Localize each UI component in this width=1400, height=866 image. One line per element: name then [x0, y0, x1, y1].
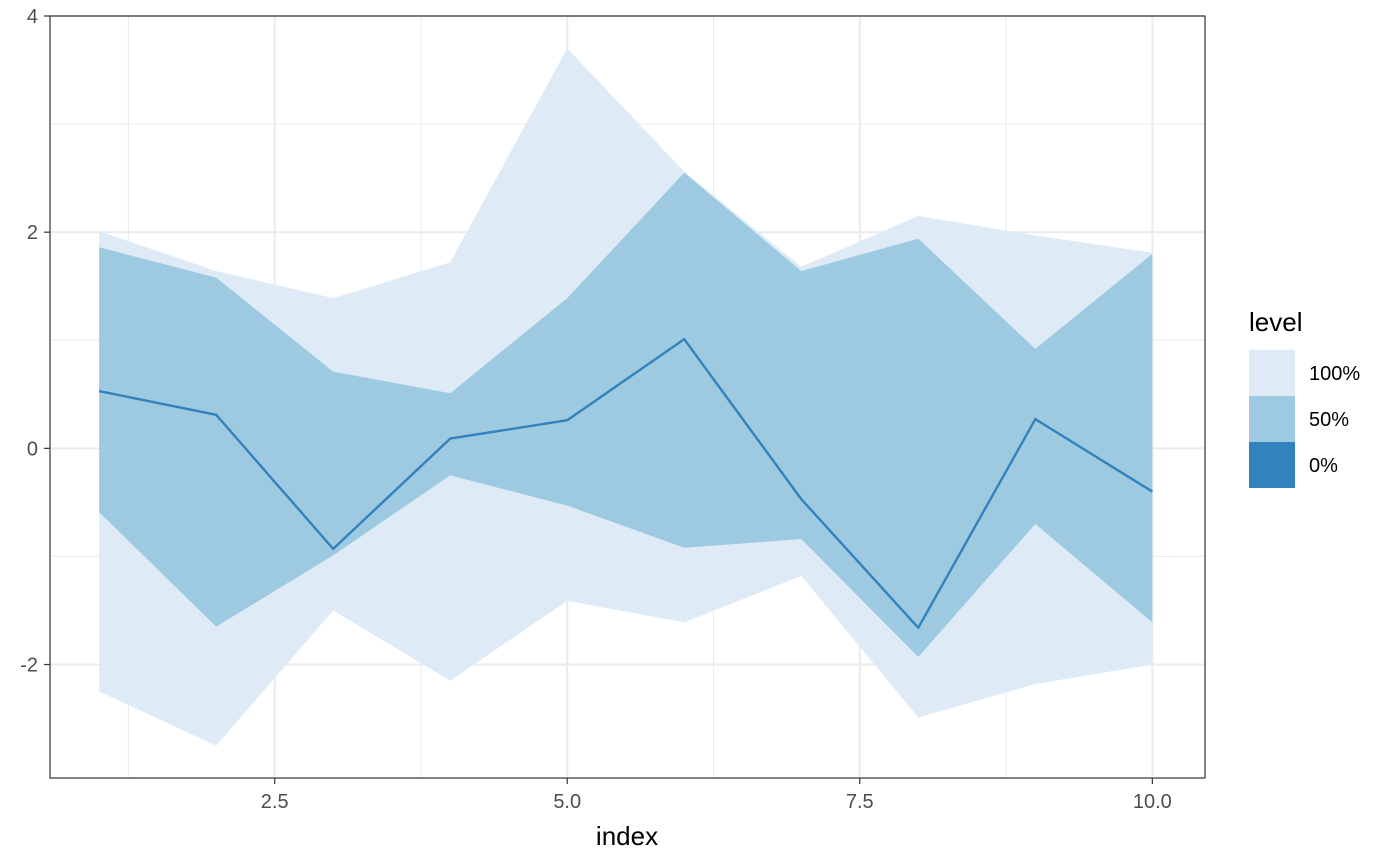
x-axis-title: index	[596, 821, 658, 851]
x-tick-label: 5.0	[553, 791, 581, 813]
y-tick-label: -2	[20, 655, 38, 677]
x-tick-label: 2.5	[261, 791, 289, 813]
legend-label: 0%	[1309, 455, 1338, 477]
series-lines	[98, 337, 1153, 629]
y-axis: -2 0 2 4	[20, 6, 50, 677]
legend-label: 100%	[1309, 363, 1360, 385]
legend: level 100% 50% 0%	[1249, 307, 1360, 488]
series-line	[98, 337, 1153, 629]
ribbon-bands	[99, 48, 1153, 746]
x-tick-label: 10.0	[1133, 791, 1172, 813]
legend-swatch	[1249, 396, 1295, 442]
legend-swatch	[1249, 350, 1295, 396]
legend-label: 50%	[1309, 409, 1349, 431]
y-tick-label: 0	[27, 438, 38, 460]
x-axis: 2.5 5.0 7.5 10.0	[261, 778, 1172, 813]
y-tick-label: 2	[27, 222, 38, 244]
legend-swatch	[1249, 442, 1295, 488]
y-tick-label: 4	[27, 6, 38, 28]
x-tick-label: 7.5	[846, 791, 874, 813]
band-50pct	[99, 172, 1153, 657]
plot-border	[49, 15, 1206, 779]
legend-title: level	[1249, 307, 1302, 337]
